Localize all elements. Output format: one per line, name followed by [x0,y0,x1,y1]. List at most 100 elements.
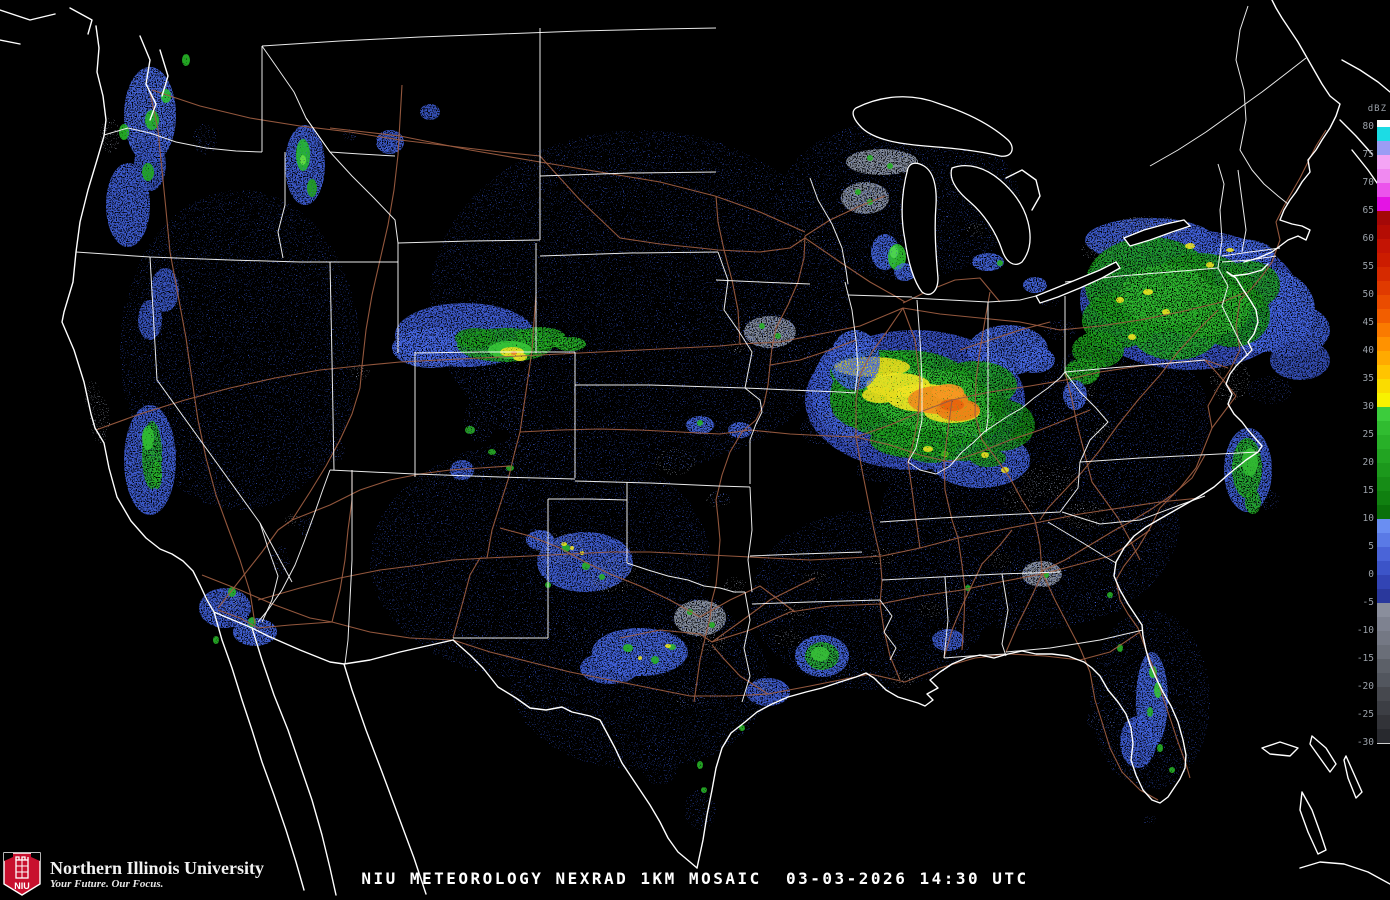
radar-echo [697,420,703,426]
radar-echoes-layer [84,54,1330,830]
radar-echo [780,120,1020,280]
radar-echo [1108,672,1148,728]
radar-echo [1110,508,1146,532]
radar-echo [918,602,942,618]
radar-echo [213,636,219,644]
radar-echo [750,680,774,696]
dbz-color-scale [1377,120,1390,744]
dbz-tick-label: -30 [1356,737,1374,748]
dbz-band-segment [1377,239,1390,267]
radar-echo [651,656,659,664]
radar-echo [942,576,978,600]
dbz-tick-label: 70 [1362,177,1374,188]
niu-logo: NIU Northern Illinois University Your Fu… [3,852,264,896]
dbz-tick-label: 75 [1362,149,1374,160]
radar-echo [544,618,576,638]
radar-echo [1206,262,1214,268]
university-name: Northern Illinois University [50,857,264,878]
radar-echo [891,672,915,688]
radar-echo [759,323,765,329]
radar-echo [142,426,154,450]
dbz-band-segment [1377,211,1390,239]
radar-echo [728,422,752,438]
radar-echo [996,603,1024,621]
dbz-tick-label: -20 [1356,681,1374,692]
radar-echo [350,364,370,380]
radar-echo [300,155,306,165]
dbz-tick-label: 80 [1362,121,1374,132]
dbz-tick-label: 35 [1362,373,1374,384]
dbz-band-segment [1377,491,1390,519]
radar-echo [561,542,567,546]
radar-echo [590,160,650,200]
radar-echo [869,548,895,566]
radar-echo [623,644,633,652]
radar-echo [988,552,1012,568]
radar-echo [867,155,873,161]
radar-echo [855,189,861,195]
dbz-band-segment [1377,127,1390,155]
radar-echo [638,656,642,660]
radar-echo [1099,584,1131,612]
radar-echo [836,178,888,214]
radar-echo [697,761,703,769]
dbz-cap-segment [1377,120,1390,127]
dbz-tick-label: 60 [1362,233,1374,244]
radar-echo [514,327,566,349]
radar-echo [1147,707,1153,717]
radar-echo [513,353,527,361]
dbz-tick-label: 45 [1362,317,1374,328]
radar-echo [502,434,538,466]
radar-echo [100,117,120,153]
dbz-tick-label: 5 [1368,541,1374,552]
dbz-band-segment [1377,547,1390,575]
radar-echo [138,300,162,340]
radar-echo [786,343,814,361]
radar-echo [106,163,150,247]
radar-echo [970,449,1006,467]
dbz-band-segment [1377,631,1390,659]
radar-echo [890,464,970,496]
radar-echo [1248,376,1292,404]
radar-echo [923,446,933,452]
radar-echo [932,384,964,400]
radar-echo [1128,334,1136,340]
radar-echo [665,644,671,648]
dbz-band-segment [1377,323,1390,351]
dbz-tick-label: 20 [1362,457,1374,468]
radar-echo [580,652,640,684]
radar-echo [570,626,610,654]
radar-echo [145,110,159,130]
niu-shield-icon: NIU [3,852,41,896]
radar-echo [972,253,1004,271]
radar-echo [152,461,162,489]
radar-echo [193,124,217,156]
dbz-unit-label: dBZ [1367,104,1387,114]
radar-echo [855,458,905,482]
radar-echo [540,436,580,464]
dbz-band-segment [1377,183,1390,211]
radar-echo [775,333,781,339]
lakes-layer [852,96,1192,304]
dbz-band-segment [1377,659,1390,687]
radar-echo [297,515,313,535]
radar-echo [142,163,154,181]
radar-echo [151,268,179,312]
radar-echo [599,574,605,580]
radar-echo [739,725,745,731]
dbz-band-segment [1377,463,1390,491]
radar-echo [890,246,898,258]
state-borders-layer [75,5,1307,703]
dbz-tick-label: 50 [1362,289,1374,300]
radar-echo [120,190,360,510]
radar-echo [1157,744,1163,752]
radar-echo [1063,501,1107,529]
dbz-band-segment [1377,603,1390,631]
radar-echo [1245,490,1261,514]
dbz-tick-label: -15 [1356,653,1374,664]
dbz-tick-label: -5 [1362,597,1374,608]
radar-echo [1002,488,1038,512]
radar-echo [90,396,110,444]
